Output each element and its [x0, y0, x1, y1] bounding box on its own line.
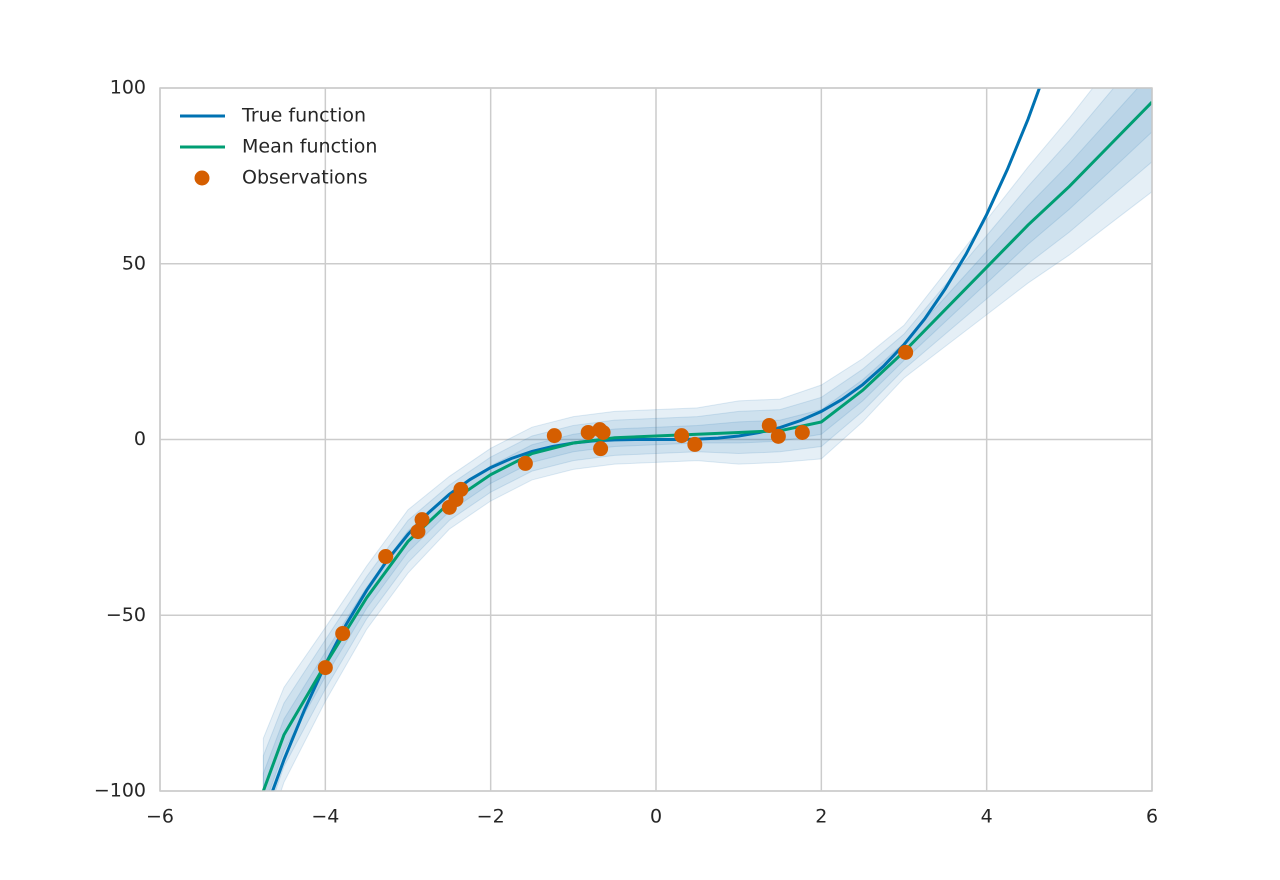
x-tick-label: −2	[477, 806, 505, 828]
x-tick-label: 4	[981, 806, 993, 828]
y-tick-label: −100	[94, 780, 146, 802]
observation-point	[794, 424, 810, 440]
series-line	[270, 88, 1042, 791]
legend-label: True function	[241, 105, 366, 127]
observation-point	[898, 344, 914, 360]
observation-point	[770, 428, 786, 444]
series-line	[261, 101, 1152, 791]
y-tick-label: −50	[106, 604, 146, 626]
legend-marker	[194, 170, 210, 186]
observation-point	[761, 417, 777, 433]
observation-point	[453, 481, 469, 497]
observation-point	[580, 424, 596, 440]
legend-label: Observations	[242, 167, 368, 189]
legend-label: Mean function	[242, 136, 377, 158]
x-tick-label: −4	[311, 806, 339, 828]
legend: True function Mean function Observations	[180, 105, 377, 189]
plot-area	[261, 88, 1152, 791]
observation-point	[517, 455, 533, 471]
axes: −6 −4 −2 0 2 4 6 −100 −50 0 50 100	[94, 77, 1158, 828]
observation-point	[335, 626, 351, 642]
x-tick-label: 0	[650, 806, 662, 828]
observation-point	[317, 660, 333, 676]
observation-point	[414, 512, 430, 528]
y-tick-label: 100	[110, 77, 146, 99]
observation-point	[593, 441, 609, 457]
observation-point	[546, 428, 562, 444]
observation-point	[687, 436, 703, 452]
x-tick-label: −6	[146, 806, 174, 828]
y-tick-label: 0	[134, 428, 146, 450]
y-tick-label: 50	[122, 252, 146, 274]
observation-point	[378, 549, 394, 565]
observation-point	[595, 424, 611, 440]
observation-point	[410, 524, 426, 540]
plot-border	[159, 87, 1153, 792]
x-tick-label: 2	[815, 806, 827, 828]
x-tick-label: 6	[1146, 806, 1158, 828]
observation-point	[674, 428, 690, 444]
